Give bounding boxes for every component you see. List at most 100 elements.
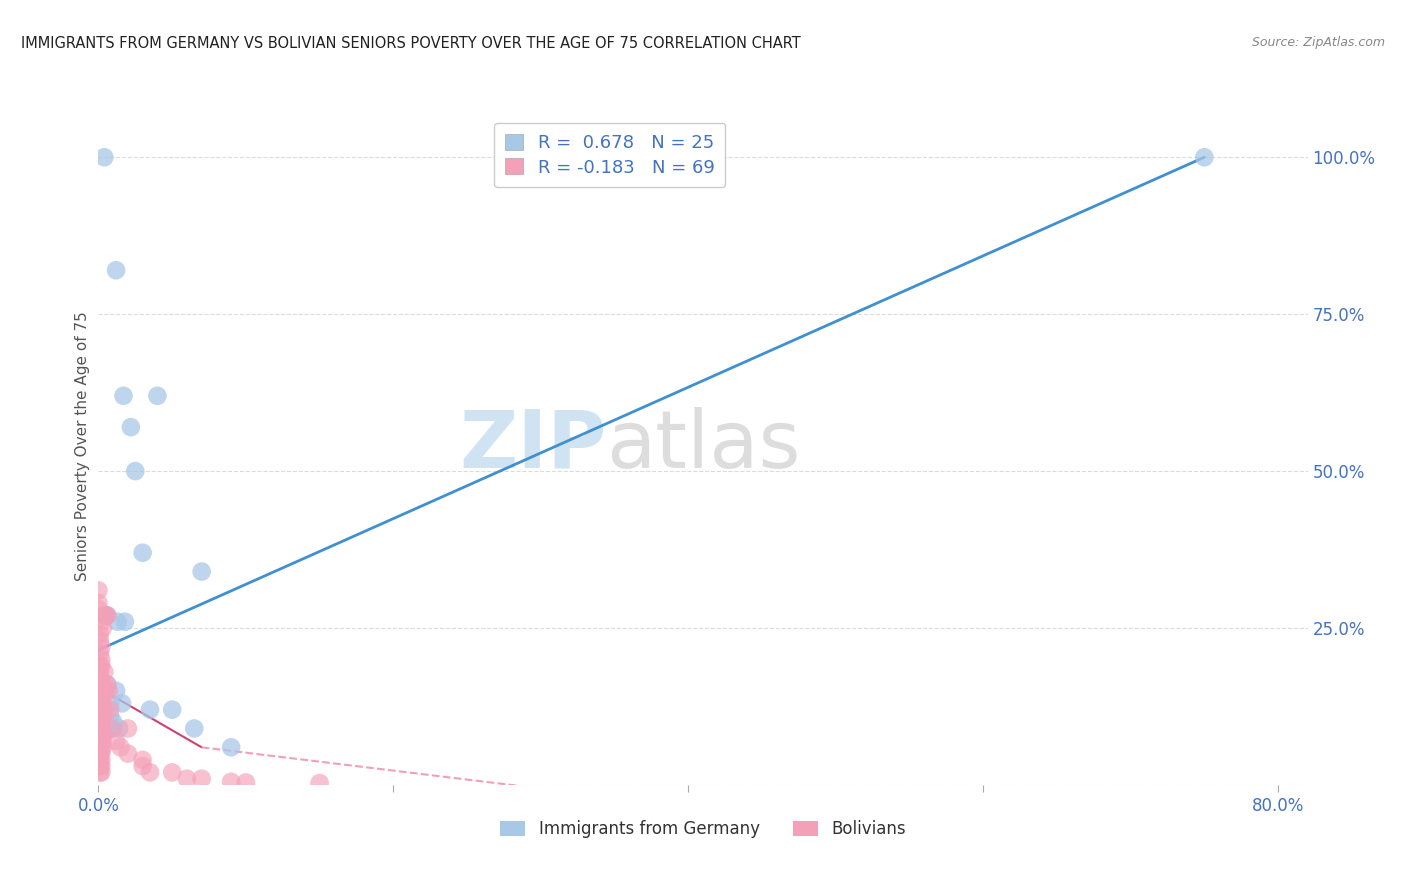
Point [139,703,162,717]
Point [89,703,111,717]
Point [89,709,111,723]
Point [89,690,111,704]
Point [105,683,128,698]
Point [89,765,111,780]
Point [90,683,112,698]
Point [105,263,128,277]
Point [146,389,169,403]
Point [100,722,122,736]
Point [93,150,115,164]
Point [91,740,114,755]
Point [235,775,257,789]
Point [131,546,153,560]
Point [90,697,112,711]
Point [105,734,128,748]
Point [98,697,121,711]
Point [93,703,115,717]
Point [90,747,112,761]
Point [89,671,111,685]
Point [93,665,115,679]
Point [90,722,112,736]
Point [89,683,111,698]
Point [183,722,205,736]
Point [89,646,111,660]
Point [90,765,112,780]
Point [89,747,111,761]
Point [90,640,112,654]
Point [90,734,112,748]
Legend: Immigrants from Germany, Bolivians: Immigrants from Germany, Bolivians [494,814,912,845]
Point [117,747,139,761]
Point [94,608,117,623]
Point [308,776,330,790]
Point [114,615,136,629]
Point [89,734,111,748]
Point [89,715,111,730]
Point [91,621,114,635]
Point [89,658,111,673]
Point [112,389,135,403]
Point [108,722,131,736]
Point [90,759,112,773]
Point [107,615,129,629]
Point [91,709,114,723]
Point [117,722,139,736]
Point [101,722,124,736]
Point [176,772,198,786]
Point [93,608,115,623]
Text: atlas: atlas [606,407,800,485]
Point [91,677,114,691]
Point [89,665,111,679]
Point [90,740,112,755]
Point [160,703,183,717]
Point [1194,150,1216,164]
Point [219,740,242,755]
Point [89,728,111,742]
Point [111,697,134,711]
Point [120,420,142,434]
Point [98,709,121,723]
Point [90,615,112,629]
Point [96,608,118,623]
Point [124,464,146,478]
Point [94,608,117,623]
Point [89,627,111,641]
Text: IMMIGRANTS FROM GERMANY VS BOLIVIAN SENIORS POVERTY OVER THE AGE OF 75 CORRELATI: IMMIGRANTS FROM GERMANY VS BOLIVIAN SENI… [21,36,801,51]
Point [96,677,118,691]
Point [190,565,212,579]
Point [87,583,110,598]
Point [90,658,112,673]
Point [90,753,112,767]
Point [90,709,112,723]
Point [89,697,111,711]
Point [89,677,111,691]
Point [90,652,112,666]
Point [89,753,111,767]
Point [97,683,120,698]
Point [87,602,110,616]
Point [90,715,112,730]
Text: Source: ZipAtlas.com: Source: ZipAtlas.com [1251,36,1385,49]
Point [87,596,110,610]
Point [91,734,114,748]
Point [90,677,112,691]
Point [110,740,132,755]
Point [139,765,162,780]
Point [96,677,118,691]
Point [89,633,111,648]
Point [98,703,121,717]
Text: ZIP: ZIP [458,407,606,485]
Point [131,759,153,773]
Point [131,753,153,767]
Point [219,774,242,789]
Point [89,740,111,755]
Point [89,759,111,773]
Point [89,722,111,736]
Point [91,728,114,742]
Y-axis label: Seniors Poverty Over the Age of 75: Seniors Poverty Over the Age of 75 [75,311,90,581]
Point [94,683,117,698]
Point [101,715,124,730]
Point [96,608,118,623]
Point [160,765,183,780]
Point [91,697,114,711]
